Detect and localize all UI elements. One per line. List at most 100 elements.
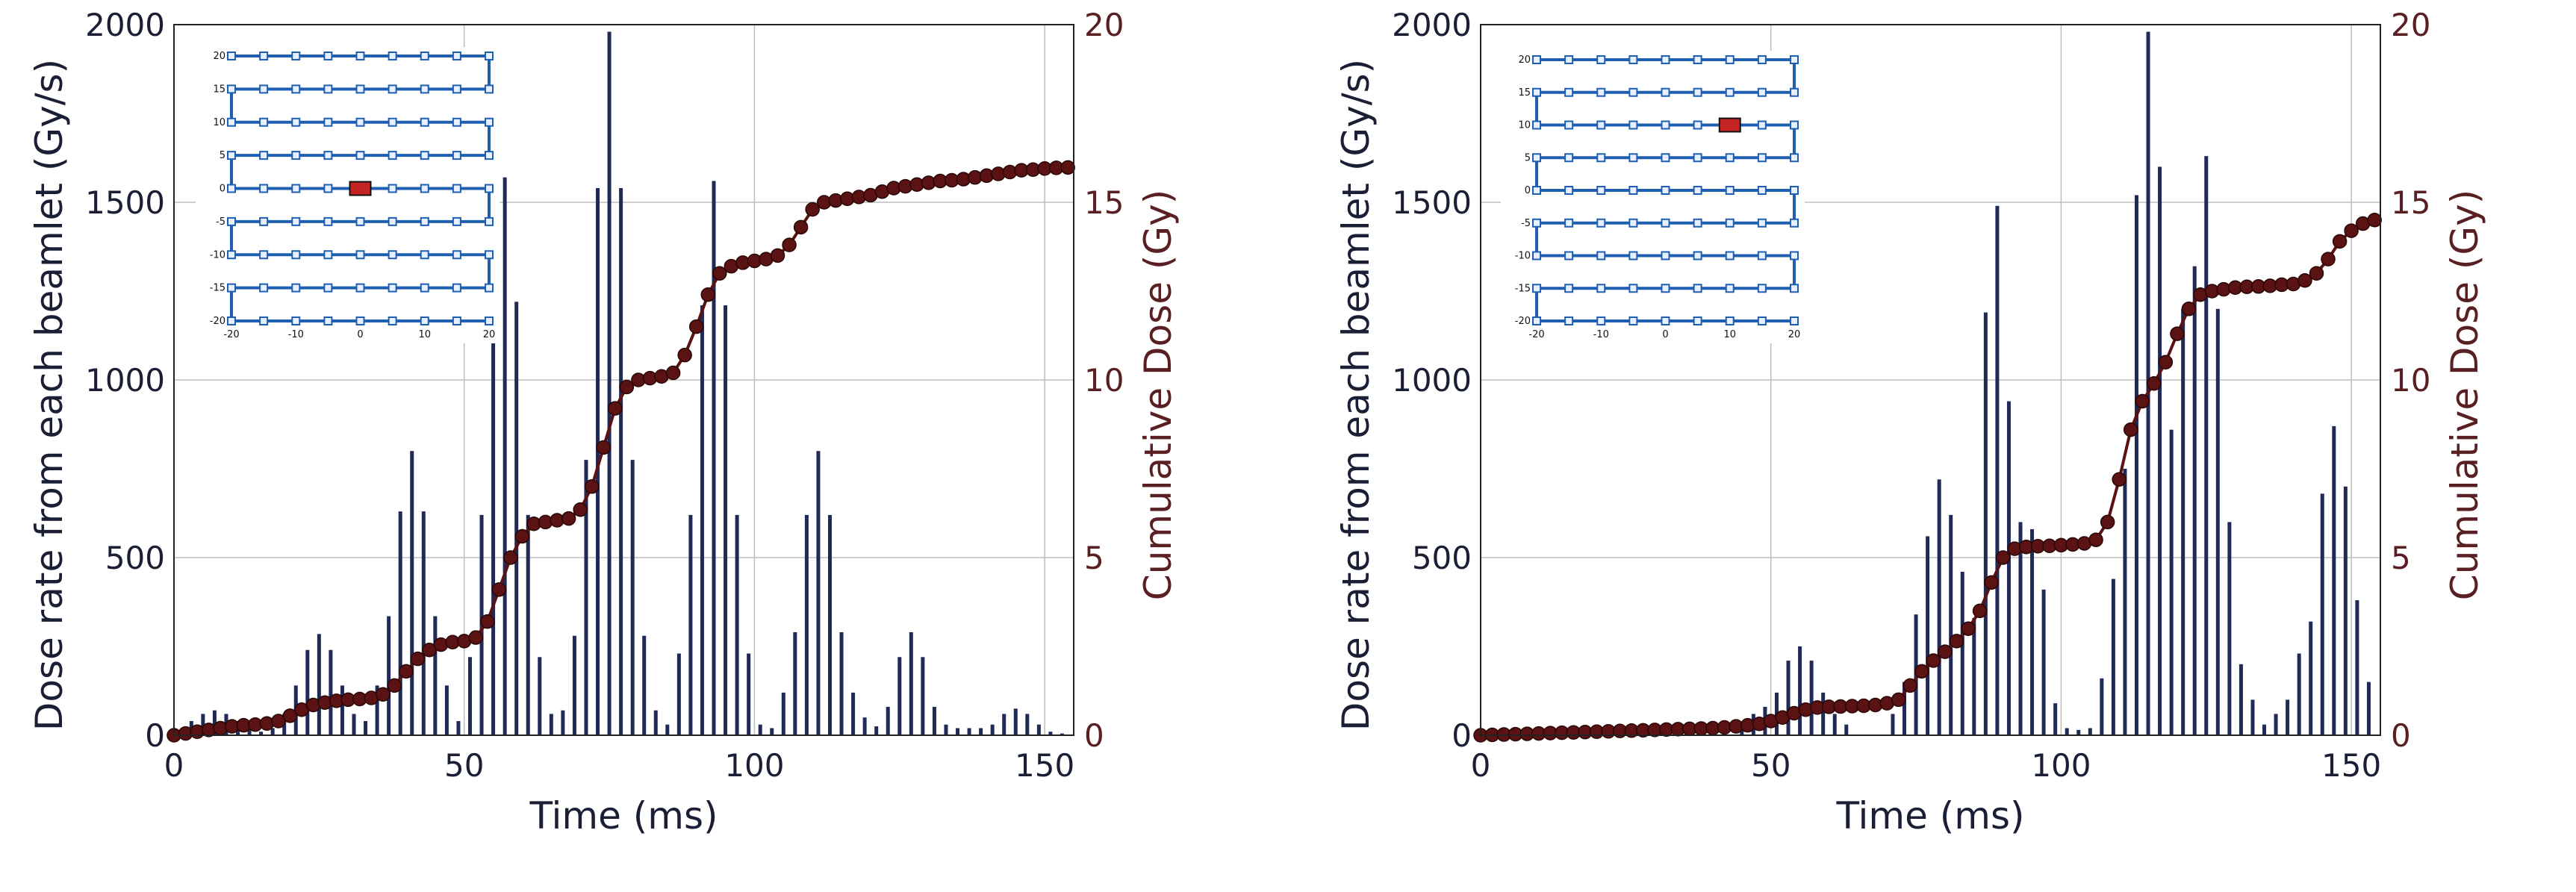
dose-rate-bar [2030, 528, 2035, 735]
y2-axis-title: Cumulative Dose (Gy) [2443, 190, 2486, 600]
inset-spot [291, 283, 301, 293]
inset-x-tick-label: 10 [1723, 329, 1736, 340]
dose-rate-bar [387, 616, 391, 735]
cumulative-dose-point [1891, 692, 1906, 708]
inset-spot [1693, 218, 1702, 228]
cumulative-dose-point [410, 651, 426, 667]
cumulative-dose-point [491, 582, 507, 597]
inset-y-tick-label: 0 [220, 184, 225, 195]
dose-rate-bar [921, 657, 925, 735]
inset-spot [1532, 186, 1541, 195]
dose-rate-bar [2320, 493, 2324, 735]
dose-rate-bar [340, 685, 344, 735]
dose-rate-bar [1060, 733, 1064, 735]
dose-rate-bar [1821, 692, 1826, 735]
inset-spot [1532, 284, 1541, 293]
y-axis-title: Dose rate from each beamlet (Gy/s) [28, 59, 71, 731]
dose-rate-bar [642, 635, 647, 735]
dose-rate-bar [1983, 312, 1988, 735]
inset-y-tick-label: 10 [1518, 120, 1531, 131]
beam-path-inset: 20 15 10 5 0 -5 -10 -15 -20 -20 -10 0 10 20 [196, 47, 500, 343]
inset-spot [355, 52, 365, 60]
inset-spot [1757, 251, 1767, 261]
inset-dose-point-marker [349, 181, 372, 196]
dose-rate-bar [2204, 156, 2209, 735]
inset-spot [1628, 55, 1638, 64]
x-tick-label: 100 [724, 747, 784, 784]
y2-tick-label: 15 [1084, 184, 1124, 221]
inset-spot [259, 52, 269, 60]
inset-y-tick-label: -15 [1515, 283, 1531, 294]
inset-spot [1564, 186, 1574, 195]
inset-y-tick-label: -10 [1515, 251, 1531, 262]
dose-rate-bar [467, 657, 472, 735]
cumulative-dose-point [2367, 213, 2382, 228]
inset-spot [1661, 316, 1670, 325]
y-tick-label: 1500 [85, 184, 165, 221]
cumulative-dose-point [1938, 644, 1953, 659]
inset-spot [388, 316, 397, 325]
dose-rate-bar [352, 714, 356, 735]
y2-tick-labels: 0 5 10 15 20 [1084, 7, 1124, 754]
dose-rate-bar [549, 714, 553, 735]
inset-spot [388, 216, 397, 226]
dose-rate-bar [2343, 486, 2348, 735]
dose-rate-bar [572, 635, 576, 735]
inset-spot [291, 151, 301, 160]
inset-spot [1693, 284, 1702, 293]
dose-rate-bar [2227, 522, 2232, 735]
inset-spot [291, 184, 301, 193]
inset-y-tick-label: 15 [213, 84, 225, 95]
dose-rate-bar [944, 724, 948, 735]
inset-spot [1757, 218, 1767, 228]
dose-rate-bar [2018, 522, 2023, 735]
inset-spot [1628, 284, 1638, 293]
dose-rate-bar [259, 732, 264, 735]
y2-tick-label: 0 [2391, 717, 2411, 754]
y2-tick-label: 10 [1084, 362, 1124, 399]
cumulative-dose-point [782, 237, 797, 252]
dose-rate-bar [2366, 682, 2371, 735]
dose-rate-bar [2262, 724, 2267, 735]
inset-spot [1661, 120, 1670, 130]
inset-spot [485, 184, 494, 193]
y-tick-label: 1000 [1392, 362, 1472, 399]
inset-spot [388, 250, 397, 260]
dose-rate-bar [305, 649, 310, 735]
inset-spot [1596, 120, 1606, 130]
inset-spot [1564, 120, 1574, 130]
inset-spot [388, 283, 397, 293]
inset-spot [227, 117, 236, 127]
inset-spot [388, 184, 397, 193]
inset-spot [420, 184, 429, 193]
dose-rate-bar [2076, 729, 2081, 735]
dose-rate-bar [584, 460, 588, 735]
inset-spot [259, 216, 269, 226]
inset-spot [1532, 218, 1541, 228]
dose-rate-bar [329, 649, 333, 735]
beam-path-inset: 20 15 10 5 0 -5 -10 -15 -20 -20 -10 0 10 20 [1501, 51, 1805, 343]
cumulative-dose-point [1972, 603, 1988, 619]
dose-rate-bar [758, 724, 762, 735]
inset-spot [1564, 251, 1574, 261]
dose-rate-bar [2158, 166, 2162, 735]
inset-spot [323, 117, 333, 127]
inset-spot [1790, 251, 1799, 261]
inset-spot [291, 52, 301, 60]
dose-rate-bar [897, 657, 902, 735]
inset-background [1501, 51, 1805, 343]
inset-spot [452, 52, 461, 60]
y-tick-label: 1500 [1392, 184, 1472, 221]
cumulative-dose-point [2112, 472, 2127, 487]
dose-rate-bar [781, 692, 785, 735]
cumulative-dose-point [2170, 326, 2185, 341]
y-tick-label: 500 [1412, 540, 1472, 576]
cumulative-dose-point [561, 511, 576, 526]
inset-spot [1596, 153, 1606, 163]
inset-spot [1661, 153, 1670, 163]
dose-rate-bar [653, 710, 658, 735]
inset-spot [1693, 120, 1702, 130]
x-tick-label: 0 [1471, 747, 1491, 784]
inset-spot [1564, 316, 1574, 325]
inset-spot [259, 316, 269, 325]
